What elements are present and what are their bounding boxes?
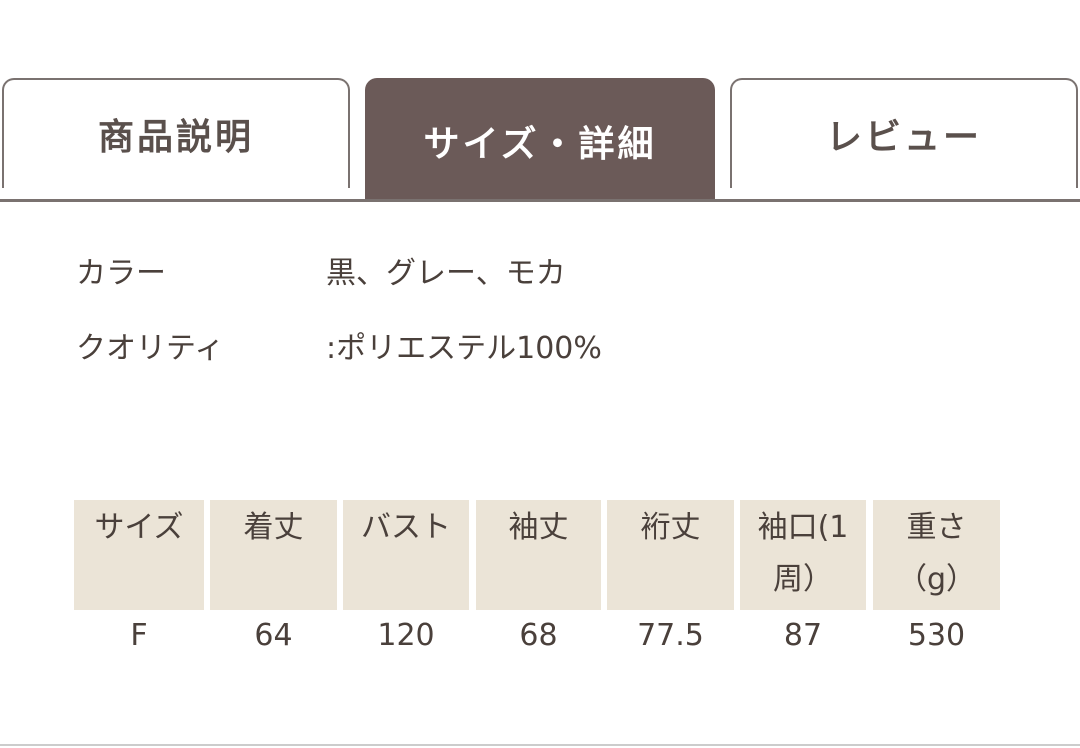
table-header: 重さ（g） — [873, 500, 1000, 610]
table-cell: 530 — [907, 618, 966, 653]
table-cell: 68 — [519, 618, 558, 653]
tab-reviews[interactable]: レビュー — [730, 78, 1078, 188]
tab-size-details[interactable]: サイズ・詳細 — [365, 78, 715, 201]
quality-label: クオリティ — [76, 331, 225, 366]
tab-label: サイズ・詳細 — [423, 123, 657, 165]
table-header: 袖丈 — [476, 500, 601, 610]
table-header: 着丈 — [210, 500, 337, 610]
quality-value: :ポリエステル100% — [326, 331, 602, 366]
table-header: 袖口(1周） — [740, 500, 866, 610]
table-cell: 87 — [783, 618, 823, 653]
table-cell: 64 — [254, 618, 293, 653]
tab-label: 商品説明 — [97, 117, 254, 158]
table-header: バスト — [343, 500, 469, 610]
tab-product-description[interactable]: 商品説明 — [2, 78, 350, 188]
tab-label: レビュー — [825, 117, 982, 158]
color-value: 黒、グレー、モカ — [326, 256, 566, 291]
bottom-divider — [0, 744, 1080, 746]
table-header: サイズ — [74, 500, 204, 610]
table-cell: 77.5 — [637, 618, 704, 653]
tab-divider — [0, 199, 1080, 202]
table-header: 裄丈 — [607, 500, 734, 610]
table-cell: 120 — [377, 618, 435, 653]
table-cell: F — [130, 618, 148, 653]
color-label: カラー — [76, 256, 166, 291]
